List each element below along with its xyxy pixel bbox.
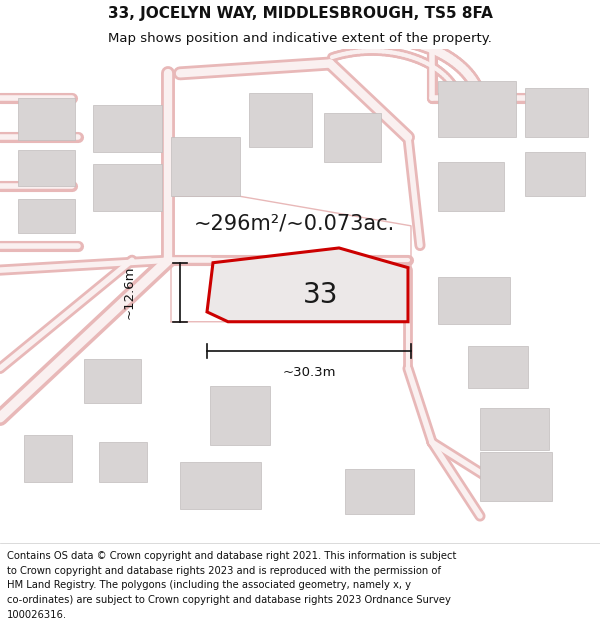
Text: co-ordinates) are subject to Crown copyright and database rights 2023 Ordnance S: co-ordinates) are subject to Crown copyr… [7,595,451,605]
Text: HM Land Registry. The polygons (including the associated geometry, namely x, y: HM Land Registry. The polygons (includin… [7,580,411,590]
Bar [468,346,528,388]
Bar [480,408,549,449]
Bar [438,162,504,211]
Bar [525,152,585,196]
Bar [525,88,588,138]
Bar [249,93,312,147]
Bar [324,112,381,162]
Text: 100026316.: 100026316. [7,610,67,620]
Text: 33, JOCELYN WAY, MIDDLESBROUGH, TS5 8FA: 33, JOCELYN WAY, MIDDLESBROUGH, TS5 8FA [107,6,493,21]
Bar [24,435,72,482]
Text: Map shows position and indicative extent of the property.: Map shows position and indicative extent… [108,31,492,44]
Polygon shape [207,248,408,322]
Bar [438,278,510,324]
Bar [171,138,240,196]
Bar [18,199,75,233]
Bar [99,442,147,482]
Bar [18,98,75,140]
Text: ~30.3m: ~30.3m [282,366,336,379]
Bar [18,149,75,186]
Text: ~296m²/~0.073ac.: ~296m²/~0.073ac. [193,213,395,233]
Bar [93,106,162,152]
Bar [438,81,516,138]
Bar [180,462,261,509]
Text: 33: 33 [303,281,339,309]
Bar [210,386,270,445]
Bar [480,452,552,501]
Text: to Crown copyright and database rights 2023 and is reproduced with the permissio: to Crown copyright and database rights 2… [7,566,441,576]
Text: ~12.6m: ~12.6m [122,266,136,319]
Bar [84,359,141,403]
Text: Contains OS data © Crown copyright and database right 2021. This information is : Contains OS data © Crown copyright and d… [7,551,457,561]
Bar [345,469,414,514]
Bar [93,164,162,211]
